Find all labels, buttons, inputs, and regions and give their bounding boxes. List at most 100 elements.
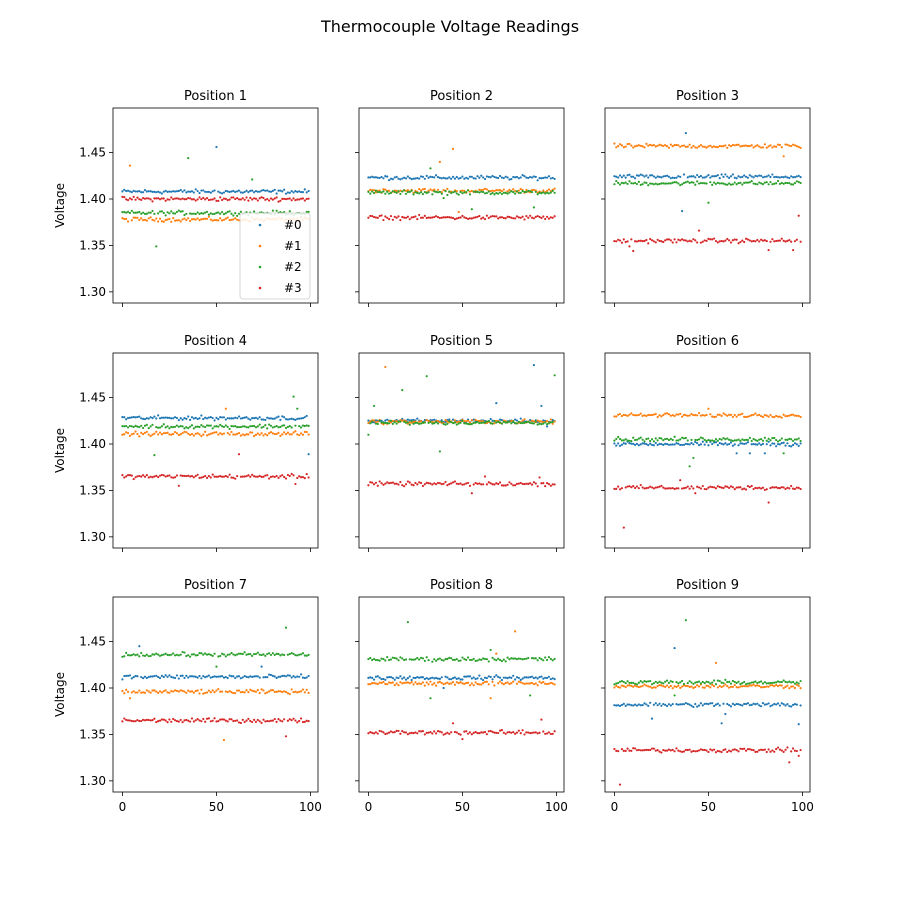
data-point	[508, 188, 511, 191]
data-point	[724, 438, 727, 441]
data-point	[140, 417, 143, 420]
data-point	[699, 702, 703, 705]
data-point	[431, 175, 434, 179]
data-point	[466, 681, 470, 684]
data-point	[260, 189, 263, 192]
data-point	[155, 426, 158, 429]
data-point	[181, 431, 184, 435]
data-point	[228, 653, 231, 656]
data-point	[743, 439, 746, 442]
data-point	[145, 653, 148, 656]
data-point	[220, 210, 224, 214]
data-point	[615, 487, 618, 490]
data-point	[241, 475, 244, 478]
data-point	[258, 416, 261, 419]
data-point	[500, 660, 504, 663]
y-tick-label: 1.40	[79, 437, 106, 451]
data-point	[498, 189, 502, 192]
data-point	[372, 732, 376, 735]
data-point	[217, 687, 220, 691]
data-point	[754, 438, 757, 442]
data-point	[205, 675, 209, 678]
data-point	[266, 189, 269, 192]
data-point	[508, 481, 511, 484]
data-point	[455, 657, 458, 661]
data-point	[705, 488, 708, 491]
data-point	[684, 145, 687, 148]
data-point	[641, 749, 644, 752]
series-num2	[613, 179, 802, 204]
data-point	[162, 190, 165, 193]
data-point	[198, 433, 201, 436]
data-point	[157, 433, 160, 436]
data-point	[403, 676, 406, 679]
data-point	[752, 146, 755, 149]
data-point	[143, 719, 147, 722]
data-point	[301, 676, 305, 679]
axes-frame	[112, 352, 319, 549]
data-point	[658, 182, 661, 186]
data-point	[429, 188, 432, 191]
data-point	[189, 190, 192, 193]
data-point	[401, 677, 404, 680]
data-point	[697, 685, 701, 688]
data-point	[660, 144, 663, 147]
data-point	[643, 487, 646, 490]
data-point	[455, 482, 458, 485]
data-point	[540, 658, 543, 661]
data-point	[733, 439, 736, 442]
data-point	[671, 443, 674, 446]
data-point	[249, 719, 252, 723]
data-point	[252, 652, 256, 656]
data-point	[219, 191, 222, 194]
data-point	[712, 748, 716, 751]
data-point	[187, 415, 190, 418]
data-point	[615, 682, 618, 685]
data-point	[294, 418, 297, 421]
data-point	[538, 731, 541, 734]
data-point	[237, 689, 241, 692]
data-point	[435, 174, 438, 177]
data-point	[230, 691, 233, 694]
data-point	[277, 652, 280, 656]
data-point	[418, 422, 421, 425]
data-point	[656, 486, 659, 489]
data-point	[371, 215, 374, 218]
data-point	[660, 240, 663, 243]
data-point	[711, 485, 714, 489]
data-point	[497, 675, 500, 679]
data-point	[530, 731, 534, 734]
series-num3	[367, 718, 556, 741]
data-point	[232, 189, 235, 193]
data-point	[166, 653, 169, 657]
data-point	[466, 481, 470, 485]
data-point	[791, 747, 795, 750]
data-point	[209, 191, 212, 194]
data-point	[433, 682, 436, 685]
data-point	[232, 433, 235, 436]
data-point	[275, 652, 278, 655]
data-point	[194, 218, 197, 221]
data-point	[795, 175, 798, 178]
data-point	[183, 189, 186, 192]
data-point	[380, 191, 383, 194]
data-point	[551, 189, 554, 192]
data-point	[545, 189, 549, 193]
data-point	[686, 485, 689, 488]
data-point	[446, 681, 449, 684]
data-point	[799, 439, 802, 443]
data-point	[547, 483, 551, 486]
data-point	[185, 431, 188, 434]
data-point	[215, 689, 218, 692]
data-point	[750, 175, 753, 178]
data-point	[185, 474, 188, 478]
data-point	[414, 481, 417, 485]
legend-entry: #2	[284, 260, 302, 274]
data-point	[213, 652, 216, 655]
data-point	[500, 192, 504, 196]
data-point	[626, 485, 629, 488]
data-point	[269, 475, 273, 478]
data-point	[620, 176, 624, 179]
data-point	[198, 417, 201, 420]
